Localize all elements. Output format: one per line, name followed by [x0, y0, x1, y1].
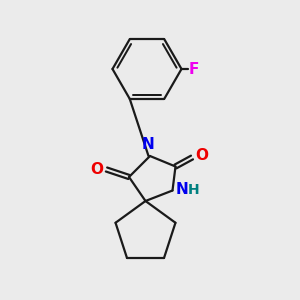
Text: O: O — [90, 162, 103, 177]
Text: N: N — [141, 137, 154, 152]
Text: O: O — [196, 148, 208, 164]
Text: N: N — [176, 182, 189, 196]
Text: F: F — [189, 61, 200, 76]
Text: H: H — [188, 184, 200, 197]
